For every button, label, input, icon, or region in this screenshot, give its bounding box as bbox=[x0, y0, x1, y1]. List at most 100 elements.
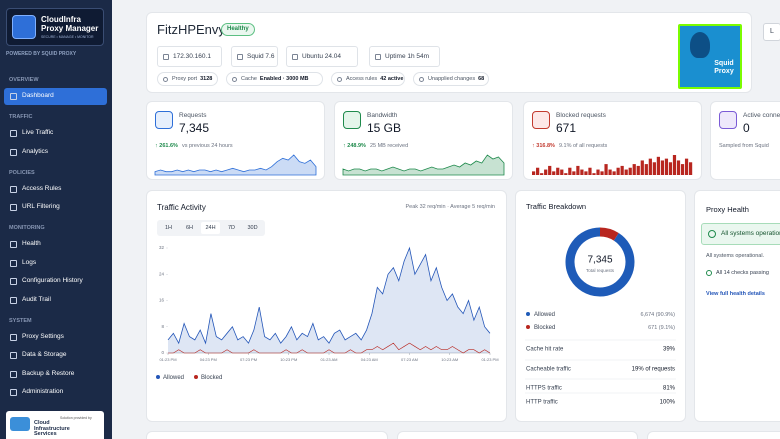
chart-subtitle: Peak 32 req/min · Average 5 req/min bbox=[405, 204, 495, 210]
nav-item[interactable]: URL Filtering bbox=[22, 203, 60, 210]
check-icon bbox=[706, 270, 712, 276]
nav-item[interactable]: Administration bbox=[22, 388, 64, 395]
fact-value: 42 active bbox=[380, 76, 404, 82]
nav-icon bbox=[10, 241, 17, 248]
stat-icon bbox=[532, 111, 550, 129]
nav-icon bbox=[10, 148, 17, 156]
fact-label: Proxy port bbox=[172, 76, 198, 82]
info-chip: Uptime 1h 54m bbox=[369, 46, 440, 67]
stat-change: Sampled from Squid bbox=[719, 143, 769, 149]
nav-item[interactable]: Data & Storage bbox=[22, 351, 67, 358]
nav-section: TRAFFIC bbox=[9, 114, 33, 120]
sparkline-bar bbox=[660, 160, 665, 175]
range-tab[interactable]: 7D bbox=[227, 225, 236, 231]
sparkline-area bbox=[154, 154, 317, 176]
chip-text: 172.30.160.1 bbox=[173, 53, 211, 60]
nav-item[interactable]: Proxy Settings bbox=[22, 332, 64, 340]
change-value: ↑ 248.9% bbox=[343, 143, 366, 149]
sparkline-bar bbox=[584, 171, 588, 175]
nav-item[interactable]: Dashboard bbox=[22, 92, 54, 99]
nav-icon bbox=[10, 370, 17, 378]
legend-label: Blocked bbox=[201, 375, 222, 381]
value-label: 671 (9.1%) bbox=[648, 325, 675, 331]
sparkline-bar bbox=[540, 173, 544, 175]
x-tick-label: 01:23 PM bbox=[481, 357, 498, 362]
chart-title: Traffic Activity bbox=[157, 203, 206, 212]
health-link[interactable]: View full health details bbox=[706, 291, 765, 297]
stat-value: 7,345 bbox=[179, 121, 210, 135]
series-area bbox=[168, 248, 490, 353]
stat-value: 0 bbox=[743, 121, 750, 135]
range-tabs: 1H 6H 24H 7D 30D bbox=[157, 220, 265, 236]
change-note: 25 MB received bbox=[369, 143, 409, 149]
sparkline-bar bbox=[580, 169, 584, 175]
sparkline-bar bbox=[592, 173, 596, 175]
chip-icon bbox=[163, 54, 169, 60]
header-card: FitzHPEnvy Healthy 172.30.160.1 Squid 7.6 Ub… bbox=[146, 12, 780, 93]
logo-text: Squid Proxy bbox=[714, 60, 734, 76]
stat-icon bbox=[155, 111, 173, 129]
nav-item[interactable]: Live Traffic bbox=[22, 129, 54, 136]
range-tab[interactable]: 1H bbox=[164, 225, 173, 231]
nav-item[interactable]: Access Rules bbox=[22, 184, 62, 192]
fact-pill: Cache Enabled · 3000 MB bbox=[226, 72, 323, 86]
proxy-health-card: Proxy Health All systems operational All s… bbox=[694, 190, 780, 422]
card bbox=[647, 431, 780, 439]
logo: CloudInfra Proxy Manager SECURE • MANAGE •… bbox=[6, 8, 104, 46]
stat-label: Blocked requests bbox=[556, 112, 606, 119]
range-tab[interactable]: 30D bbox=[247, 225, 258, 231]
nav-section: OVERVIEW bbox=[9, 77, 39, 83]
logo-icon bbox=[12, 15, 36, 39]
metric-label: Cache hit rate bbox=[526, 347, 564, 353]
nav-section: SYSTEM bbox=[9, 317, 32, 324]
sparkline-bar bbox=[680, 164, 685, 175]
range-tab[interactable]: 24H bbox=[201, 222, 220, 234]
fact-pill: Proxy port 3128 bbox=[157, 72, 218, 86]
nav-icon bbox=[10, 278, 17, 285]
metric-label: HTTPS traffic bbox=[526, 386, 562, 392]
health-summary: All systems operational. bbox=[706, 253, 765, 259]
stat-label: Bandwidth bbox=[367, 112, 398, 119]
x-tick-label: 01:23 AM bbox=[321, 357, 338, 362]
nav-icon bbox=[10, 204, 17, 211]
sparkline-bar bbox=[604, 164, 608, 175]
sparkline-bar bbox=[688, 162, 693, 175]
sparkline-bar bbox=[616, 167, 620, 175]
nav-item[interactable]: Analytics bbox=[22, 147, 49, 155]
sparkline-bar bbox=[564, 173, 568, 175]
footer-icon bbox=[10, 417, 30, 431]
stat-change: ↑ 248.9% 25 MB received bbox=[343, 143, 408, 149]
fact-label: Cache bbox=[241, 76, 257, 82]
stat-icon bbox=[719, 111, 737, 129]
nav-icon bbox=[10, 333, 17, 341]
metric-label: HTTP traffic bbox=[526, 400, 558, 406]
range-tab[interactable]: 6H bbox=[185, 225, 194, 231]
donut-segment bbox=[599, 227, 619, 241]
stat-label: Requests bbox=[179, 112, 207, 119]
fact-value: Enabled · 3000 MB bbox=[259, 76, 309, 82]
stat-value: 15 GB bbox=[367, 121, 402, 135]
sparkline-bar bbox=[668, 162, 673, 175]
info-chip: Squid 7.6 bbox=[231, 46, 278, 67]
powered-by: POWERED BY SQUID PROXY bbox=[6, 51, 77, 57]
nav-item[interactable]: Audit Trail bbox=[22, 295, 51, 303]
card bbox=[146, 431, 388, 439]
nav-item[interactable]: Health bbox=[22, 240, 41, 247]
nav-icon bbox=[10, 130, 17, 137]
nav-item[interactable]: Logs bbox=[22, 258, 37, 266]
nav-item[interactable]: Backup & Restore bbox=[22, 369, 75, 377]
stat-value: 671 bbox=[556, 121, 577, 135]
sparkline-bar bbox=[636, 165, 640, 175]
sidebar: CloudInfra Proxy Manager SECURE • MANAGE •… bbox=[0, 0, 112, 439]
change-note: vs previous 24 hours bbox=[181, 143, 233, 149]
nav-icon bbox=[10, 185, 17, 193]
metric-label: Cacheable traffic bbox=[526, 367, 571, 373]
nav-item[interactable]: Configuration History bbox=[22, 277, 83, 284]
sparkline-bar bbox=[596, 169, 600, 175]
chart-title: Traffic Breakdown bbox=[526, 202, 587, 211]
legend-label: Blocked bbox=[534, 325, 555, 331]
health-banner-text: All systems operational bbox=[721, 230, 780, 237]
donut-segment bbox=[565, 227, 635, 297]
